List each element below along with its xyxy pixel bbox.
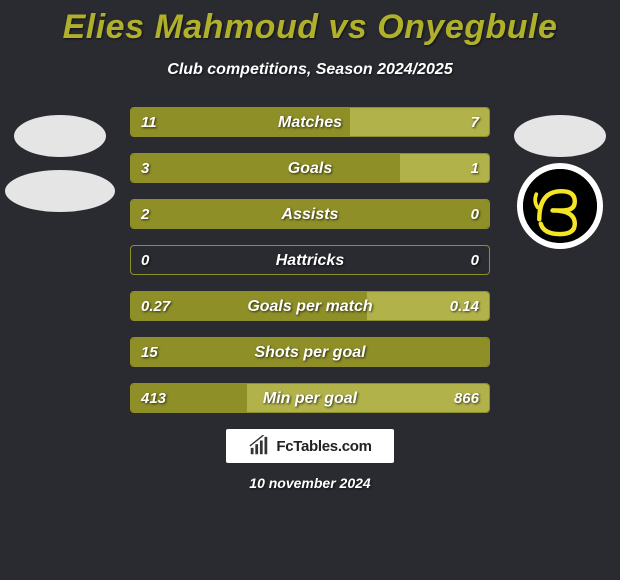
stat-row: 31Goals [130, 153, 490, 183]
stat-label: Hattricks [131, 246, 489, 275]
silhouette-head [14, 115, 106, 157]
stat-row: 15Shots per goal [130, 337, 490, 367]
stat-label: Matches [131, 108, 489, 137]
silhouette-head [514, 115, 606, 157]
comparison-title: Elies Mahmoud vs Onyegbule [0, 0, 620, 47]
stat-label: Min per goal [131, 384, 489, 413]
comparison-subtitle: Club competitions, Season 2024/2025 [0, 61, 620, 79]
stat-label: Goals per match [131, 292, 489, 321]
silhouette-body [5, 170, 115, 212]
stat-row: 413866Min per goal [130, 383, 490, 413]
snapshot-date: 10 november 2024 [0, 475, 620, 491]
player-left-silhouette [0, 95, 120, 295]
stat-label: Shots per goal [131, 338, 489, 367]
watermark-text: FcTables.com [276, 438, 371, 455]
club-badge-icon [517, 163, 603, 249]
stat-row: 117Matches [130, 107, 490, 137]
stats-bars: 117Matches 31Goals 20Assists 00Hattricks 0.2… [130, 107, 490, 413]
stat-label: Assists [131, 200, 489, 229]
chart-icon [248, 435, 270, 457]
watermark: FcTables.com [226, 429, 394, 463]
stat-row: 0.270.14Goals per match [130, 291, 490, 321]
stat-row: 20Assists [130, 199, 490, 229]
player-right-silhouette [500, 95, 620, 295]
stat-row: 00Hattricks [130, 245, 490, 275]
stat-label: Goals [131, 154, 489, 183]
